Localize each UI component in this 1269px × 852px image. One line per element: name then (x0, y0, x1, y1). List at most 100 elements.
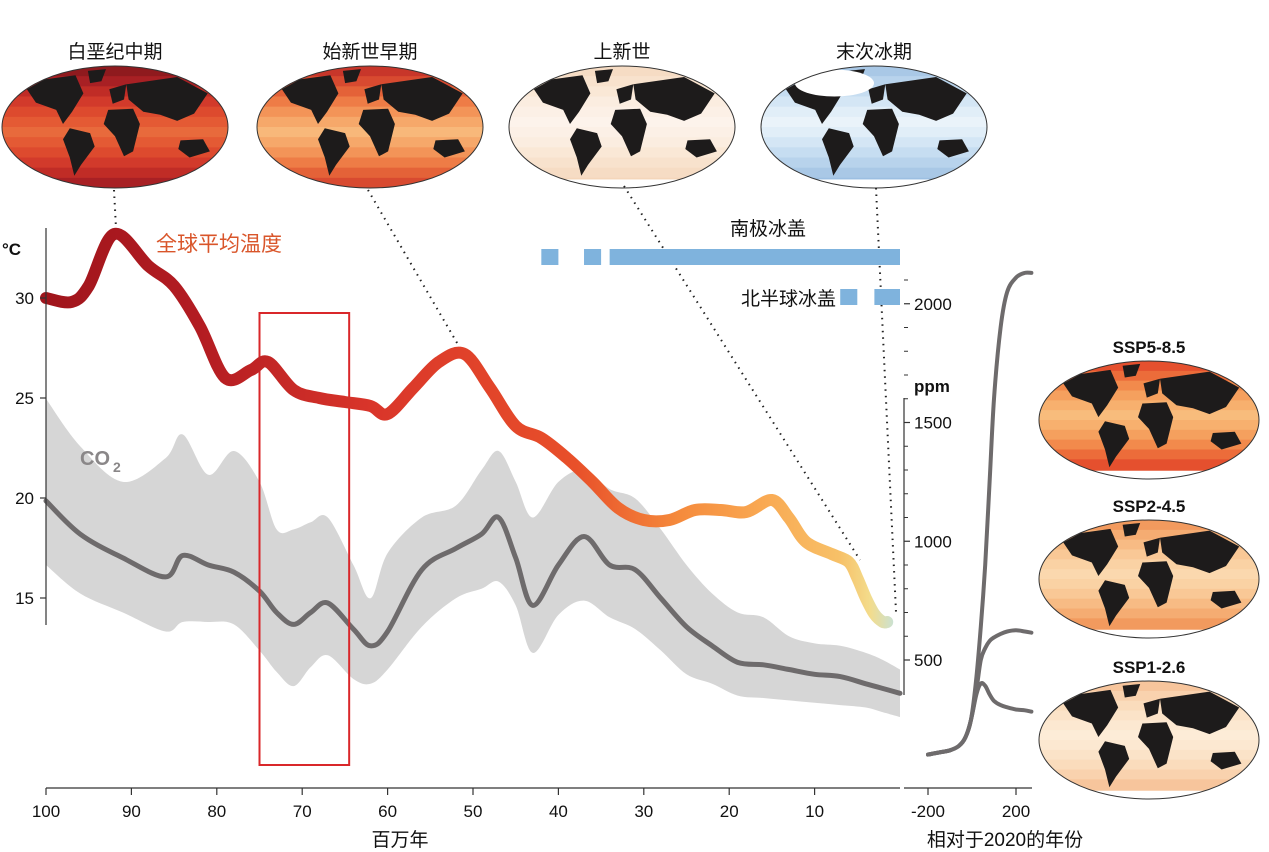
ice-bar-antarctic-0 (541, 249, 559, 265)
antarctic-ice-fill (509, 179, 735, 188)
continent-shape (358, 108, 395, 157)
continent-shape (1160, 691, 1240, 735)
map-temperature-band (1039, 449, 1259, 460)
continent-shape (570, 128, 602, 176)
map-title: SSP1-2.6 (1113, 658, 1186, 677)
map-ssp-1: SSP2-4.5 (1038, 497, 1260, 639)
map-temperature-band (1039, 361, 1259, 372)
map-temperature-band (1039, 690, 1259, 702)
continent-shape (342, 69, 361, 84)
map-temperature-band (257, 177, 483, 188)
continent-shape (1122, 684, 1141, 698)
temp-tick-label: 15 (15, 589, 34, 608)
map-top-2: 上新世 (508, 41, 736, 189)
continent-shape (1160, 530, 1240, 574)
continent-shape (822, 128, 854, 176)
continent-shape (1210, 590, 1242, 609)
map-top-3: 末次冰期 (760, 41, 988, 189)
continent-shape (1160, 371, 1240, 415)
map-title: SSP2-4.5 (1113, 497, 1186, 516)
map-temperature-band (2, 167, 228, 179)
map-title: 末次冰期 (836, 41, 912, 63)
continent-shape (103, 108, 140, 157)
time-axis-label: 百万年 (371, 829, 428, 851)
map-surface (1039, 361, 1259, 479)
continent-shape (594, 69, 613, 84)
time-tick-label: 80 (207, 802, 226, 821)
ice-bar-antarctic-2 (609, 249, 900, 265)
ice-sheet-bars (541, 249, 900, 305)
temperature-unit: °C (2, 240, 21, 259)
map-top-0: 白垩纪中期 (1, 41, 229, 189)
projection-tick-label: -200 (911, 802, 945, 821)
map-surface (1039, 520, 1259, 638)
map-outline (1038, 680, 1260, 800)
map-temperature-band (761, 157, 987, 169)
continent-shape (87, 69, 106, 84)
temp-tick-label: 20 (15, 489, 34, 508)
map-temperature-band (257, 147, 483, 159)
map-outline (508, 65, 736, 189)
map-temperature-band (1039, 779, 1259, 790)
map-surface (2, 66, 228, 188)
continent-shape (381, 77, 463, 121)
ppm-unit: ppm (914, 377, 950, 396)
continent-shape (1143, 698, 1160, 718)
time-tick-label: 30 (634, 802, 653, 821)
continent-shape (1143, 537, 1160, 557)
map-surface (761, 66, 987, 188)
continent-shape (685, 139, 717, 158)
continent-shape (937, 139, 969, 158)
continent-shape (1143, 378, 1160, 398)
map-temperature-band (1039, 588, 1259, 600)
temp-tick-label: 30 (15, 289, 34, 308)
map-temperature-band (1039, 759, 1259, 771)
map-temperature-band (1039, 529, 1259, 541)
map-title: 上新世 (593, 41, 650, 63)
projection-line-ssp1-2.6 (926, 681, 1034, 757)
continent-shape (281, 75, 339, 124)
map-connector-lines (113, 185, 897, 613)
time-tick-label: 70 (293, 802, 312, 821)
continent-shape (1138, 402, 1174, 449)
map-temperature-band (257, 76, 483, 87)
continent-shape (1098, 580, 1130, 627)
map-title: 白垩纪中期 (67, 41, 162, 63)
map-temperature-band (509, 157, 735, 169)
map-temperature-band (761, 147, 987, 159)
projection-year-axis: 相对于2020的年份 -200 200 (904, 787, 1083, 851)
map-temperature-band (257, 157, 483, 169)
map-outline (760, 65, 988, 189)
continent-shape (616, 84, 634, 104)
continent-shape (533, 75, 591, 124)
map-temperature-band (509, 147, 735, 159)
projection-axis-label: 相对于2020的年份 (927, 829, 1083, 851)
ice-bar-northern-1 (874, 289, 900, 305)
temp-tick-label: 25 (15, 389, 34, 408)
map-temperature-band (1039, 439, 1259, 451)
map-temperature-band (1039, 459, 1259, 470)
antarctic-ice-fill (1039, 790, 1259, 799)
temperature-series-label: 全球平均温度 (156, 233, 282, 256)
ssp-map-column: SSP5-8.5 SSP2-4.5 SSP1-2.6 (1038, 338, 1260, 800)
map-temperature-band (1039, 749, 1259, 761)
map-top-1: 始新世早期 (256, 41, 484, 189)
ppm-axis: ppm 500 1000 1500 2000 (903, 279, 952, 695)
continent-shape (1098, 741, 1130, 788)
ppm-tick-label: 2000 (914, 295, 952, 314)
time-tick-label: 20 (720, 802, 739, 821)
map-temperature-band (1039, 608, 1259, 619)
co2-label-subscript: 2 (113, 459, 121, 475)
continent-shape (1138, 561, 1174, 608)
continent-shape (1098, 421, 1130, 468)
continent-shape (364, 84, 382, 104)
northern-ice-label: 北半球冰盖 (741, 288, 836, 310)
temperature-axis: °C 15 20 25 30 (2, 228, 47, 625)
ppm-tick-label: 1500 (914, 414, 952, 433)
map-temperature-band (761, 66, 987, 77)
northern-ice-fill (794, 69, 874, 97)
time-tick-label: 60 (378, 802, 397, 821)
continent-shape (433, 139, 465, 158)
map-surface (509, 66, 735, 188)
map-temperature-band (2, 157, 228, 169)
